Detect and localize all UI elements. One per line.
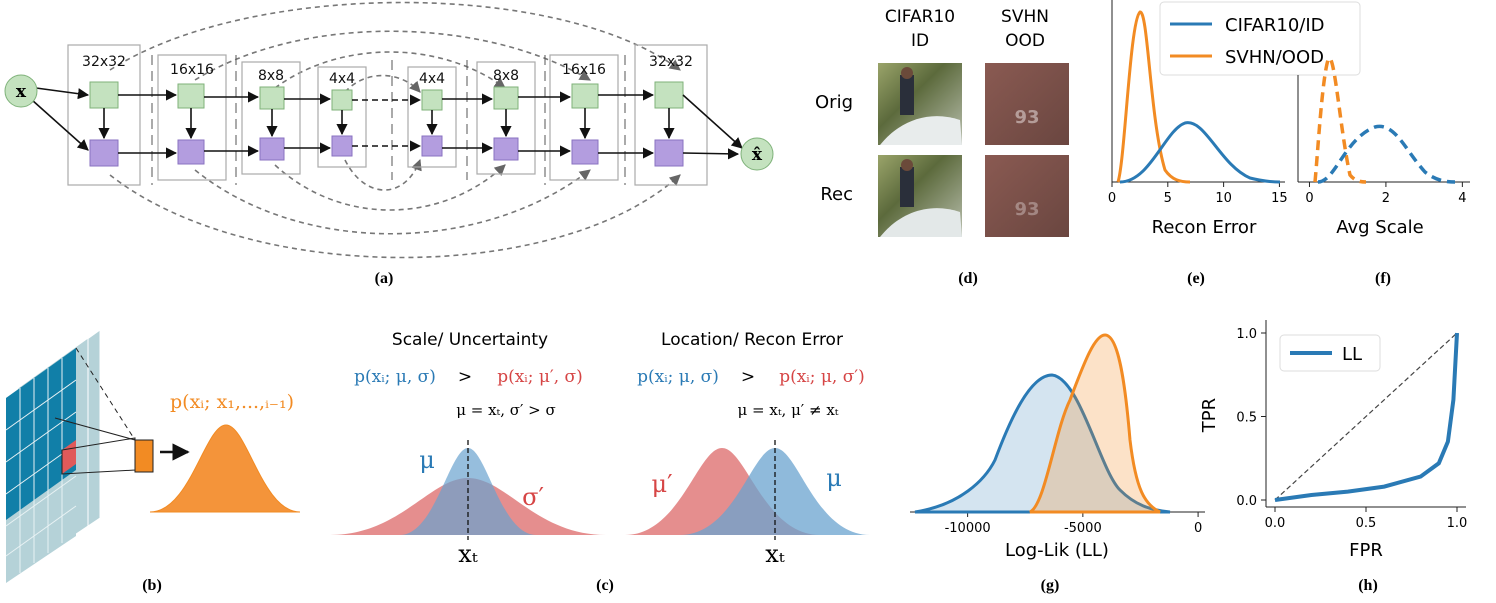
legend: LL: [1279, 334, 1381, 372]
x-tick-label: 0: [1194, 521, 1202, 536]
cifar-orig-image: [878, 63, 962, 145]
orange-gaussian: [149, 424, 301, 513]
input-label: x: [16, 82, 27, 102]
panel-g: -10000 -5000 0 Log-Lik (LL) (g): [910, 333, 1205, 594]
cifar-rec-image: [878, 155, 962, 237]
y-tick-label: 0.0: [1236, 494, 1257, 509]
f-xlabel: Avg Scale: [1336, 217, 1424, 238]
x-tick-label: 0.0: [1265, 516, 1286, 531]
xt-label: xₜ: [458, 540, 478, 568]
x-tick-label: -10000: [945, 521, 991, 536]
caption-e: (e): [1187, 270, 1205, 287]
block-label: 16x16: [170, 62, 214, 78]
ood-recon-curve: [1116, 10, 1191, 184]
legend-label: LL: [1342, 344, 1362, 365]
svhn-digits: 93: [1014, 107, 1039, 128]
panel-d: CIFAR10 ID SVHN OOD Orig Rec 93 93 (d): [815, 7, 1069, 287]
block-label: 4x4: [329, 71, 355, 87]
location-title: Location/ Recon Error: [661, 330, 843, 350]
location-condition: μ = xₜ, μ′ ≠ xₜ: [738, 401, 839, 419]
mu-label: μ: [826, 464, 842, 492]
x-tick-label: 15: [1271, 191, 1288, 206]
caption-g: (g): [1041, 577, 1060, 594]
caption-d: (d): [958, 270, 978, 287]
h-xlabel: FPR: [1349, 540, 1383, 561]
block-label: 8x8: [493, 68, 519, 84]
xt-label: xₜ: [765, 540, 785, 568]
svhn-rec-image: 93: [985, 155, 1069, 237]
caption-c: (c): [596, 577, 614, 594]
block-label: 4x4: [419, 71, 445, 87]
x-tick-label: 0: [1305, 191, 1313, 206]
gt-sign: >: [458, 367, 472, 387]
row-label: Rec: [820, 184, 853, 205]
mu-label: μ: [419, 446, 435, 474]
legend: CIFAR10/ID SVHN/OOD: [1159, 1, 1361, 76]
scale-title: Scale/ Uncertainty: [392, 330, 548, 350]
block-label: 32x32: [82, 54, 126, 70]
caption-h: (h): [1358, 577, 1378, 594]
mu-prime-label: μ′: [651, 470, 672, 498]
e-xlabel: Recon Error: [1152, 217, 1257, 238]
x-tick-label: 5: [1164, 191, 1172, 206]
col-title: CIFAR10: [885, 7, 955, 27]
block-label: 8x8: [258, 68, 284, 84]
location-rhs: p(xᵢ; μ, σ′): [779, 367, 865, 387]
x-tick-label: 0.5: [1356, 516, 1377, 531]
gt-sign: >: [741, 367, 755, 387]
caption-f: (f): [1375, 270, 1391, 287]
scale-rhs: p(xᵢ; μ′, σ): [497, 367, 583, 387]
ood-ll-density: [1029, 333, 1161, 514]
ood-scale-curve: [1313, 56, 1367, 184]
diagonal: [1274, 332, 1458, 501]
pixel-grid: [5, 348, 77, 583]
x-tick-label: 0: [1108, 191, 1116, 206]
panel-a: 32x32 16x16 8x8 4x4 4x4 8x8 16x16 32x32: [4, 1, 774, 287]
output-node: [740, 137, 774, 171]
roc-curve: [1274, 332, 1459, 502]
col-title: OOD: [1005, 31, 1045, 51]
panel-c: Scale/ Uncertainty p(xᵢ; μ, σ) > p(xᵢ; μ…: [330, 330, 870, 594]
id-ll-density: [914, 373, 1171, 514]
x-tick-label: -5000: [1064, 521, 1102, 536]
col-title: ID: [911, 31, 929, 51]
legend-label: SVHN/OOD: [1225, 47, 1324, 68]
ar-formula: p(xᵢ; x₁,...,ᵢ₋₁): [170, 391, 294, 413]
svhn-orig-image: 93: [985, 63, 1069, 145]
x-tick-label: 1.0: [1447, 516, 1468, 531]
block-label: 32x32: [649, 54, 693, 70]
col-title: SVHN: [1001, 7, 1049, 27]
x-tick-label: 10: [1215, 191, 1232, 206]
input-node: [4, 74, 38, 108]
x-tick-label: 4: [1458, 191, 1466, 206]
scale-lhs: p(xᵢ; μ, σ): [354, 367, 436, 387]
x-tick-label: 2: [1382, 191, 1390, 206]
svhn-digits: 93: [1014, 199, 1039, 220]
panel-f: 0 2 4 Avg Scale (f): [1297, 56, 1470, 287]
skip-connections: [109, 1, 681, 259]
y-tick-label: 1.0: [1236, 327, 1257, 342]
block-label: 16x16: [562, 62, 606, 78]
panel-e: 0 5 10 15 Recon Error CIFAR10/ID SVHN/OOD (…: [1108, 0, 1361, 287]
scale-condition: μ = xₜ, σ′ > σ: [456, 401, 556, 419]
output-label: x̂: [752, 145, 763, 165]
y-tick-label: 0.5: [1236, 411, 1257, 426]
caption-b: (b): [142, 577, 162, 594]
location-lhs: p(xᵢ; μ, σ): [637, 367, 719, 387]
legend-label: CIFAR10/ID: [1225, 15, 1325, 36]
id-scale-curve: [1317, 124, 1456, 184]
panel-b: p(xᵢ; x₁,...,ᵢ₋₁) (b): [5, 329, 301, 594]
panel-h: 0.0 0.5 1.0 0.0 0.5 1.0 TPR FPR LL (h): [1199, 320, 1467, 594]
sigma-prime-label: σ′: [522, 483, 544, 511]
g-xlabel: Log-Lik (LL): [1005, 540, 1109, 561]
row-label: Orig: [815, 92, 853, 113]
id-recon-curve: [1119, 121, 1281, 184]
caption-a: (a): [375, 270, 394, 287]
h-ylabel: TPR: [1199, 398, 1220, 433]
